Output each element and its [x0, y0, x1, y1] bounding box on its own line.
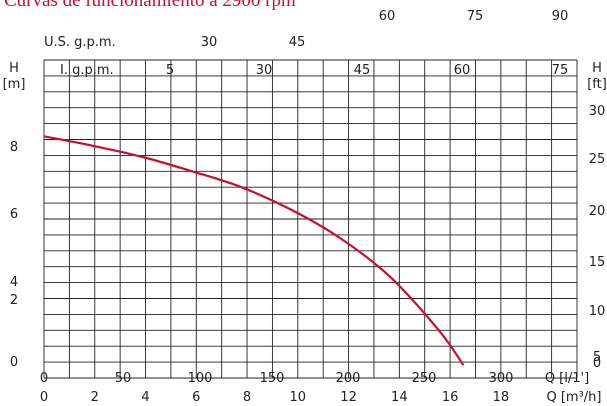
lpm-tick-label: 100 [188, 371, 213, 386]
series-group [43, 135, 465, 366]
igpm-tick-label: 45 [354, 63, 371, 78]
lpm-tick-label: 300 [489, 371, 514, 386]
usgpm-tick-label: 45 [289, 35, 306, 50]
igpm-tick-label: 30 [256, 63, 273, 78]
m3h-tick-label: 14 [391, 390, 408, 405]
axis-labels: 60 75 90U.S. g.p.m. 30 45I. g.p.m. 5 30 45 60 75H… [3, 9, 607, 405]
m3h-axis-label: Q [m³/h] [546, 390, 601, 405]
right-tick-label: 20 [589, 204, 606, 219]
lpm-tick-label: 250 [412, 371, 437, 386]
m3h-tick-label: 12 [340, 390, 357, 405]
igpm-tick-label: 5 [166, 63, 174, 78]
left-tick-label: 0 [10, 355, 18, 370]
igpm-axis-label: I. g.p.m. [60, 63, 114, 78]
left-tick-label: 4 [10, 275, 18, 290]
right-axis-unit: [ft] [587, 77, 607, 92]
m3h-tick-label: 4 [141, 390, 149, 405]
top-tick-label: 90 [552, 9, 569, 24]
right-tick-label: 5 [593, 350, 601, 365]
lpm-tick-label: 150 [260, 371, 285, 386]
lpm-axis-label: Q [l/1'] [545, 371, 589, 386]
chart-title: Curvas de funcionamiento a 2900 rpm [4, 0, 296, 11]
lpm-tick-label: 200 [336, 371, 361, 386]
right-tick-label: 10 [589, 304, 606, 319]
grid [43, 59, 578, 379]
m3h-tick-label: 10 [290, 390, 307, 405]
left-axis-unit: [m] [3, 77, 26, 92]
right-tick-label: 25 [589, 152, 606, 167]
top-tick-label: 60 [379, 9, 396, 24]
top-tick-label: 75 [467, 9, 484, 24]
lpm-tick-label: 50 [115, 371, 132, 386]
m3h-tick-label: 2 [91, 390, 99, 405]
left-tick-label: 2 [10, 293, 18, 308]
left-tick-label: 6 [10, 207, 18, 222]
m3h-tick-label: 0 [40, 390, 48, 405]
m3h-tick-label: 16 [442, 390, 459, 405]
m3h-tick-label: 6 [192, 390, 200, 405]
left-axis-label: H [9, 61, 19, 76]
series-line [43, 135, 465, 366]
right-tick-label: 15 [589, 255, 606, 270]
left-tick-label: 8 [10, 140, 18, 155]
usgpm-tick-label: 30 [201, 35, 218, 50]
lpm-tick-label: 0 [40, 371, 48, 386]
m3h-tick-label: 18 [493, 390, 510, 405]
right-axis-label: H [592, 61, 602, 76]
right-tick-label: 30 [589, 104, 606, 119]
igpm-tick-label: 60 [454, 63, 471, 78]
usgpm-axis-label: U.S. g.p.m. [44, 35, 116, 50]
m3h-tick-label: 8 [243, 390, 251, 405]
right-tick-label: 0 [593, 356, 601, 371]
igpm-tick-label: 75 [552, 63, 569, 78]
